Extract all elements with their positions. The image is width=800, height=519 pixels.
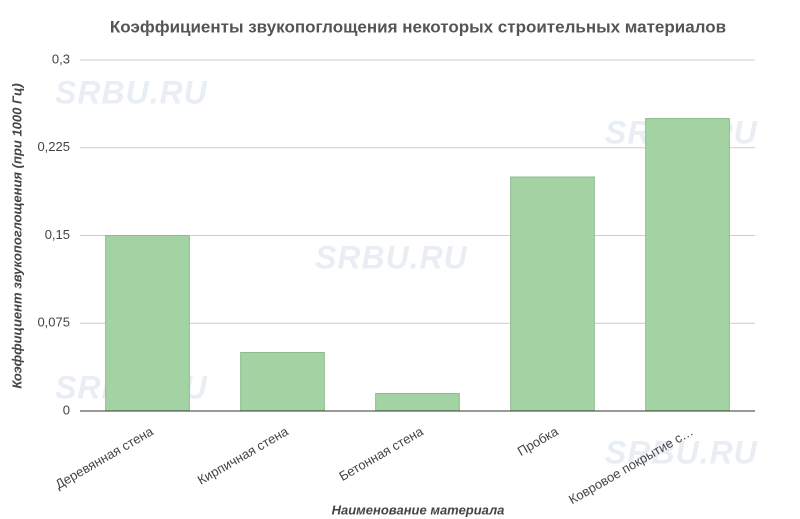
bar [645,118,730,412]
bar [375,392,460,412]
x-tick-label: Пробка [515,423,562,459]
x-tick-label: Деревянная стена [53,423,157,492]
y-tick-label: 0,15 [45,227,70,242]
y-tick-label: 0,225 [37,139,70,154]
watermark: SRBU.RU [315,239,468,275]
watermark: SRBU.RU [605,434,758,470]
x-tick-label: Бетонная стена [336,423,426,484]
bar [105,235,190,412]
watermark: SRBU.RU [55,74,208,110]
chart-title: Коэффициенты звукопоглощения некоторых с… [110,17,726,36]
x-tick-label: Кирпичная стена [195,423,292,487]
y-tick-label: 0,3 [52,51,70,66]
bar [510,176,595,412]
y-tick-label: 0 [63,402,70,417]
x-axis-title: Наименование материала [332,502,505,517]
y-axis-title: Коэффициент звукопоглощения (при 1000 Гц… [9,83,24,388]
y-tick-label: 0,075 [37,315,70,330]
bar [240,352,325,412]
